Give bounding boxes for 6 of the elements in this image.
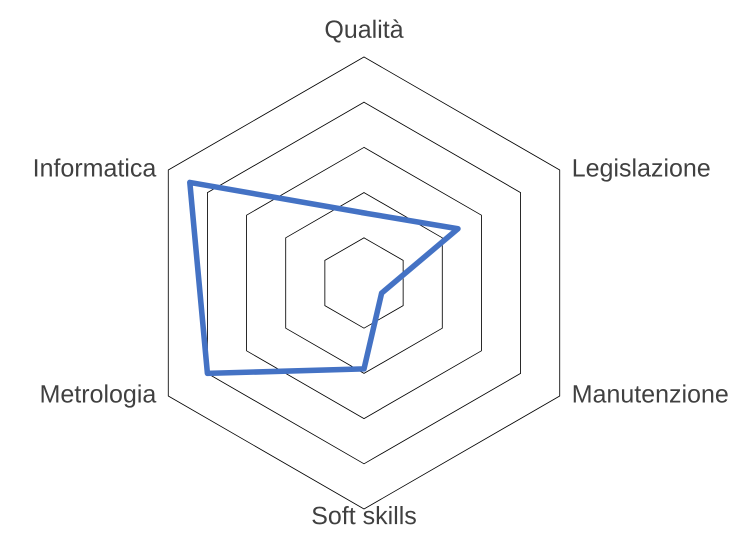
spoke-label: Informatica bbox=[34, 158, 156, 177]
spoke-label: Manutenzione bbox=[574, 384, 728, 403]
spoke-label: Soft skills bbox=[312, 506, 416, 524]
spoke-label: Qualità bbox=[326, 19, 404, 43]
spoke-label: Metrologia bbox=[42, 384, 156, 408]
spoke-label: Legislazione bbox=[574, 158, 710, 182]
